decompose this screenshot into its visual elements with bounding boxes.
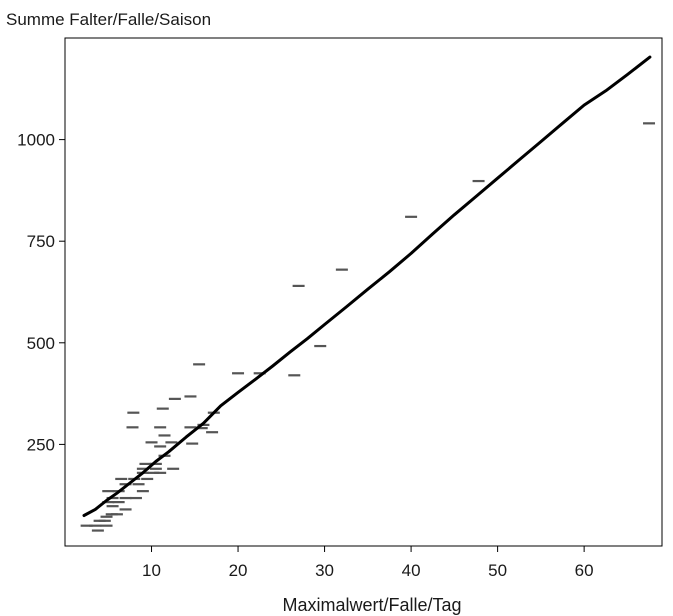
y-axis-title: Summe Falter/Falle/Saison: [6, 10, 211, 29]
x-tick-label: 40: [402, 561, 421, 580]
y-tick-label: 1000: [17, 131, 55, 150]
y-tick-label: 500: [27, 334, 55, 353]
fit-line-group: [82, 55, 652, 517]
data-markers: [80, 122, 656, 532]
y-tick-label: 250: [27, 435, 55, 454]
fit-line: [82, 55, 652, 517]
axis-ticks: 10 20 30 40 50 60 250 500 750 1000: [17, 131, 593, 580]
x-tick-label: 30: [315, 561, 334, 580]
y-tick-label: 750: [27, 232, 55, 251]
x-tick-label: 20: [229, 561, 248, 580]
x-tick-label: 10: [142, 561, 161, 580]
x-tick-label: 50: [488, 561, 507, 580]
x-tick-label: 60: [575, 561, 594, 580]
x-axis-title: Maximalwert/Falle/Tag: [282, 595, 461, 615]
plot-frame: [64, 37, 663, 547]
plot-border: [64, 37, 663, 547]
